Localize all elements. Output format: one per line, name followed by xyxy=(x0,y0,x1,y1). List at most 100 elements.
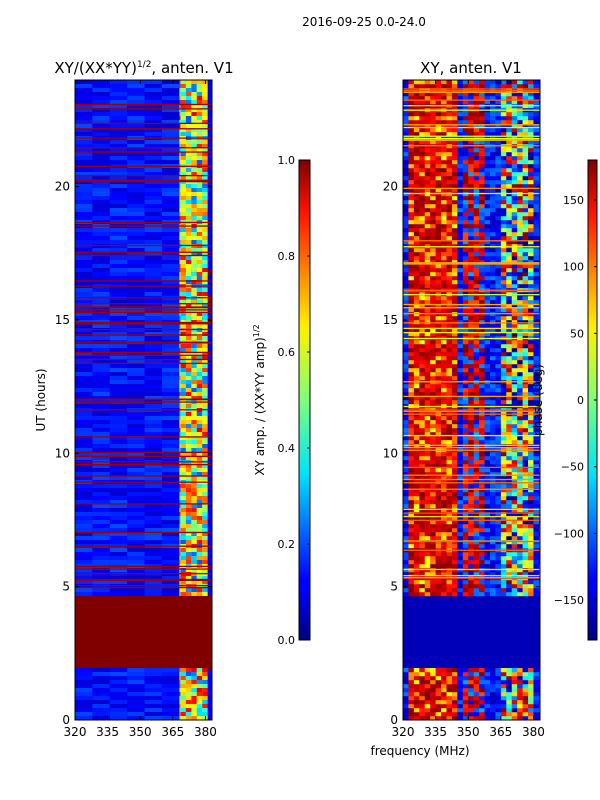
heatmap-cell xyxy=(511,708,518,713)
heatmap-cell xyxy=(92,216,110,220)
heatmap-cell xyxy=(191,128,197,132)
heatmap-cell xyxy=(191,436,197,440)
heatmap-cell xyxy=(489,228,496,233)
heatmap-cell xyxy=(92,228,110,232)
heatmap-cell xyxy=(191,516,197,520)
heatmap-cell xyxy=(191,324,197,328)
heatmap-cell xyxy=(446,420,453,425)
heatmap-cell xyxy=(528,592,534,597)
heatmap-cell xyxy=(489,420,496,425)
heatmap-cell xyxy=(473,332,480,337)
heatmap-cell xyxy=(127,312,145,316)
heatmap-cell xyxy=(489,484,496,489)
heatmap-cell xyxy=(75,228,93,232)
heatmap-cell xyxy=(457,332,464,337)
heatmap-cell xyxy=(506,692,513,697)
heatmap-cell xyxy=(419,688,426,693)
heatmap-cell xyxy=(495,332,502,337)
heatmap-cell xyxy=(511,524,518,529)
heatmap-cell xyxy=(144,444,162,448)
heatmap-cell xyxy=(191,336,197,340)
heatmap-cell xyxy=(403,684,409,689)
heatmap-cell xyxy=(533,536,540,541)
heatmap-cell xyxy=(92,212,110,216)
heatmap-cell xyxy=(92,456,110,460)
heatmap-cell xyxy=(408,240,415,245)
heatmap-cell xyxy=(202,404,208,408)
heatmap-cell xyxy=(127,392,145,396)
heatmap-cell xyxy=(506,544,513,549)
heatmap-cell xyxy=(424,420,431,425)
heatmap-cell xyxy=(457,484,464,489)
heatmap-cell xyxy=(202,456,208,460)
heatmap-cell xyxy=(202,472,208,476)
heatmap-cell xyxy=(413,476,420,481)
heatmap-cell xyxy=(451,704,458,709)
heatmap-cell xyxy=(451,228,458,233)
heatmap-cell xyxy=(441,504,447,509)
heatmap-cell xyxy=(511,348,518,353)
heatmap-cell xyxy=(144,424,162,428)
heatmap-cell xyxy=(127,316,145,320)
heatmap-cell xyxy=(506,204,513,209)
heatmap-cell xyxy=(196,172,203,176)
heatmap-cell xyxy=(457,504,464,509)
heatmap-cell xyxy=(522,536,529,541)
heatmap-cell xyxy=(500,248,507,253)
heatmap-cell xyxy=(408,272,415,277)
heatmap-cell xyxy=(517,360,523,365)
heatmap-cell xyxy=(109,332,128,336)
heatmap-cell xyxy=(419,368,426,373)
heatmap-cell xyxy=(430,692,436,697)
heatmap-cell xyxy=(473,268,480,273)
heatmap-cell xyxy=(500,564,507,569)
heatmap-streak xyxy=(75,128,212,130)
heatmap-cell xyxy=(185,484,192,488)
heatmap-cell xyxy=(528,456,534,461)
heatmap-cell xyxy=(419,396,426,401)
heatmap-cell xyxy=(500,588,507,593)
heatmap-cell xyxy=(495,324,502,329)
heatmap-cell xyxy=(517,444,523,449)
heatmap-cell xyxy=(446,472,453,477)
heatmap-cell xyxy=(484,368,491,373)
heatmap-cell xyxy=(196,372,203,376)
heatmap-cell xyxy=(500,684,507,689)
heatmap-cell xyxy=(185,692,192,696)
heatmap-cell xyxy=(500,308,507,313)
heatmap-cell xyxy=(468,284,474,289)
heatmap-cell xyxy=(161,184,180,188)
heatmap-cell xyxy=(473,552,480,557)
heatmap-cell xyxy=(468,236,474,241)
heatmap-cell xyxy=(500,676,507,681)
heatmap-cell xyxy=(500,328,507,333)
heatmap-cell xyxy=(196,252,203,256)
heatmap-cell xyxy=(202,500,208,504)
heatmap-cell xyxy=(180,556,186,560)
heatmap-cell xyxy=(500,320,507,325)
heatmap-cell xyxy=(446,272,453,277)
heatmap-cell xyxy=(468,552,474,557)
heatmap-cell xyxy=(202,260,208,264)
heatmap-cell xyxy=(92,444,110,448)
heatmap-cell xyxy=(528,304,534,309)
heatmap-cell xyxy=(202,700,208,704)
heatmap-cell xyxy=(196,512,203,516)
heatmap-cell xyxy=(489,372,496,377)
heatmap-cell xyxy=(506,496,513,501)
heatmap-cell xyxy=(180,204,186,208)
heatmap-cell xyxy=(473,464,480,469)
heatmap-cell xyxy=(522,580,529,585)
heatmap-cell xyxy=(451,696,458,701)
heatmap-cell xyxy=(446,416,453,421)
heatmap-cell xyxy=(408,328,415,333)
heatmap-cell xyxy=(517,708,523,713)
heatmap-cell xyxy=(191,176,197,180)
heatmap-cell xyxy=(161,448,180,452)
heatmap-cell xyxy=(180,452,186,456)
heatmap-cell xyxy=(522,396,529,401)
heatmap-cell xyxy=(419,564,426,569)
heatmap-cell xyxy=(538,296,540,301)
heatmap-cell xyxy=(495,696,502,701)
heatmap-cell xyxy=(517,560,523,565)
